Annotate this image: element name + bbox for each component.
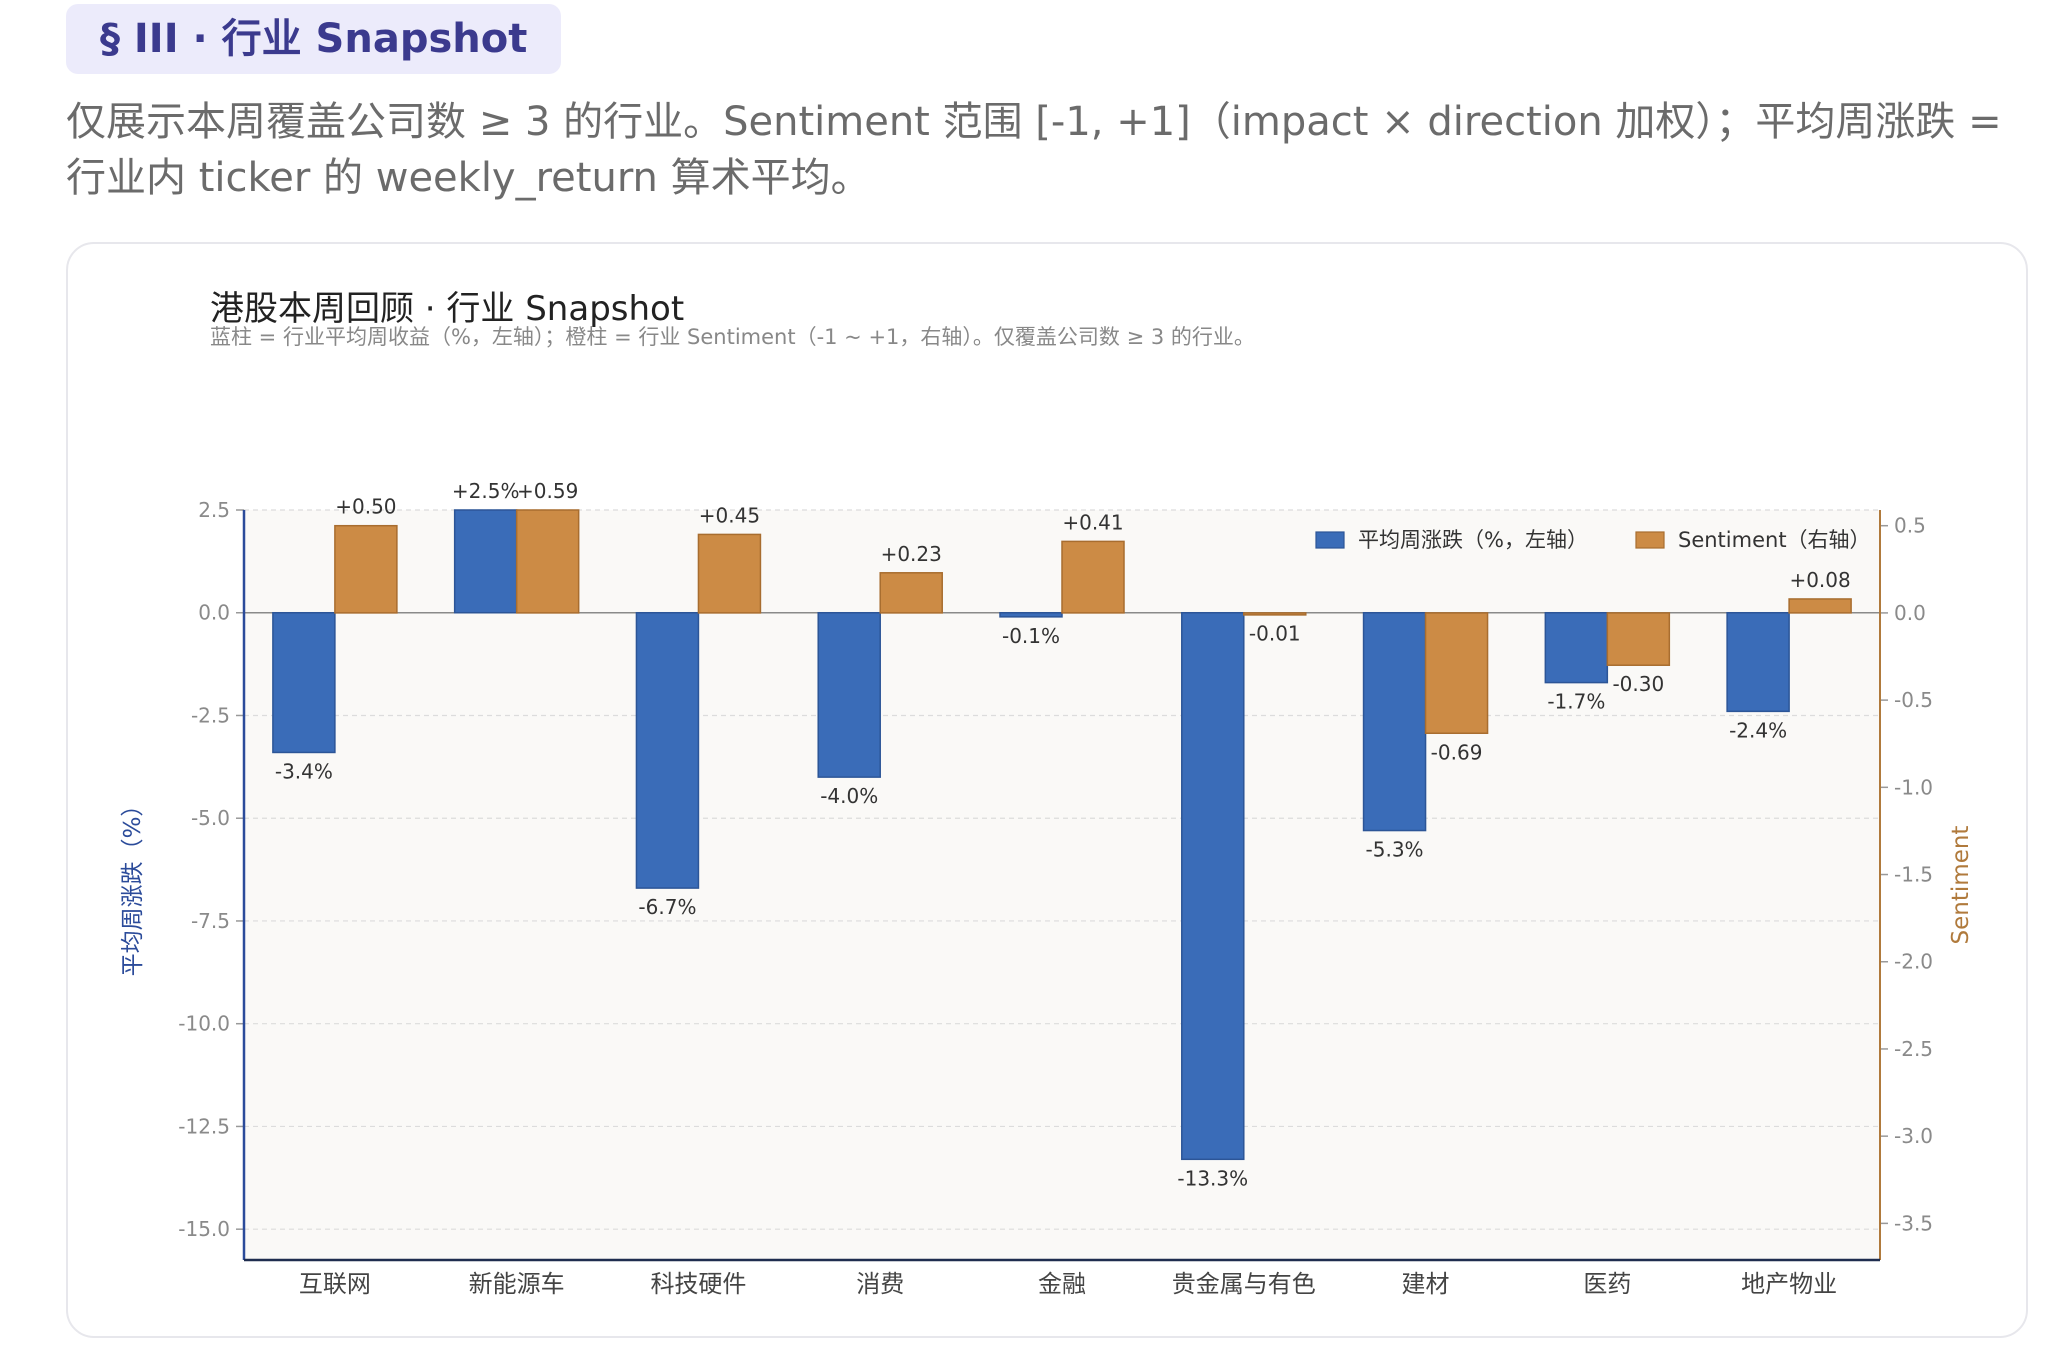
bar-return-label: +2.5%: [452, 479, 520, 503]
x-tick-label: 地产物业: [1741, 1270, 1837, 1298]
bar-return: [453, 509, 518, 614]
bar-sentiment-label: -0.30: [1612, 672, 1664, 696]
x-tick-label: 建材: [1402, 1270, 1450, 1298]
bar-return-label: -13.3%: [1177, 1166, 1248, 1190]
bar-return: [272, 611, 336, 754]
legend-swatch-sentiment: [1635, 531, 1665, 549]
bar-sentiment: [515, 509, 580, 614]
right-axis-tick-label: 0.0: [1894, 601, 1926, 625]
bar-sentiment: [1788, 598, 1852, 614]
bar-return: [1362, 611, 1427, 832]
legend-label-return: 平均周涨跌（%，左轴）: [1358, 528, 1588, 552]
chart-title: 港股本周回顾 · 行业 Snapshot: [210, 289, 684, 329]
bar-return-label: -6.7%: [638, 895, 696, 919]
bar-sentiment-label: +0.59: [517, 479, 578, 503]
right-axis-tick-label: -2.0: [1894, 950, 1933, 974]
right-axis-tick-label: -1.0: [1894, 775, 1933, 799]
right-axis-tick-label: -3.0: [1894, 1124, 1933, 1148]
chart-card: 港股本周回顾 · 行业 Snapshot 蓝柱 = 行业平均周收益（%，左轴）；…: [66, 242, 2028, 1338]
x-tick-label: 贵金属与有色: [1172, 1270, 1316, 1298]
left-axis-tick-label: -12.5: [178, 1114, 230, 1138]
bar-return: [999, 611, 1063, 618]
left-axis-tick-label: 0.0: [198, 601, 230, 625]
right-axis-tick-label: -1.5: [1894, 863, 1933, 887]
left-axis-tick-label: -10.0: [178, 1012, 230, 1036]
right-axis-title: Sentiment: [1948, 826, 1974, 945]
bar-sentiment-label: +0.45: [699, 503, 760, 527]
bar-sentiment: [334, 524, 398, 614]
chart-subtitle: 蓝柱 = 行业平均周收益（%，左轴）；橙柱 = 行业 Sentiment（-1 …: [210, 325, 1255, 349]
bar-sentiment: [1243, 612, 1307, 616]
left-axis-tick-label: -15.0: [178, 1217, 230, 1241]
bar-sentiment-label: +0.50: [335, 495, 396, 519]
bar-return: [635, 611, 700, 889]
bar-return-label: -4.0%: [820, 784, 878, 808]
left-axis-tick-label: -7.5: [191, 909, 230, 933]
x-tick-label: 新能源车: [469, 1270, 565, 1298]
bar-return-label: -0.1%: [1002, 624, 1060, 648]
chart-svg: 港股本周回顾 · 行业 Snapshot 蓝柱 = 行业平均周收益（%，左轴）；…: [120, 289, 1974, 1298]
section-intro: 仅展示本周覆盖公司数 ≥ 3 的行业。Sentiment 范围 [-1, +1]…: [66, 99, 2002, 201]
x-tick-label: 消费: [856, 1270, 904, 1298]
legend-swatch-return: [1315, 531, 1345, 549]
bar-sentiment: [697, 533, 762, 614]
bar-return: [817, 611, 881, 778]
bar-sentiment: [1424, 612, 1489, 735]
bar-sentiment-label: -0.01: [1249, 622, 1301, 646]
left-axis-tick-label: 2.5: [198, 498, 230, 522]
left-axis-tick-label: -5.0: [191, 806, 230, 830]
right-axis-tick-label: 0.5: [1894, 514, 1926, 538]
bar-return-label: -2.4%: [1729, 718, 1787, 742]
x-tick-label: 互联网: [299, 1270, 371, 1298]
left-axis-tick-label: -2.5: [191, 703, 230, 727]
bar-sentiment: [1606, 612, 1671, 666]
x-tick-label: 金融: [1038, 1270, 1086, 1298]
right-axis-tick-label: -3.5: [1894, 1211, 1933, 1235]
bar-return-label: -5.3%: [1366, 838, 1424, 862]
right-axis-tick-label: -0.5: [1894, 688, 1933, 712]
bar-sentiment-label: -0.69: [1431, 740, 1483, 764]
bar-return-label: -1.7%: [1547, 690, 1605, 714]
right-axis-tick-label: -2.5: [1894, 1037, 1933, 1061]
bar-sentiment-label: +0.23: [881, 542, 942, 566]
section-tag: § III · 行业 Snapshot: [66, 4, 562, 74]
x-tick-label: 科技硬件: [650, 1270, 746, 1298]
bar-return: [1726, 611, 1790, 713]
bar-sentiment: [1061, 540, 1125, 614]
bar-sentiment-label: +0.41: [1062, 510, 1123, 534]
left-axis-title: 平均周涨跌（%）: [120, 794, 146, 977]
x-tick-label: 医药: [1583, 1270, 1631, 1298]
bar-sentiment: [879, 572, 943, 614]
legend-label-sentiment: Sentiment（右轴）: [1678, 528, 1871, 552]
bar-return: [1544, 611, 1609, 684]
bar-sentiment-label: +0.08: [1789, 568, 1850, 592]
bar-return: [1181, 611, 1245, 1161]
bar-return-label: -3.4%: [275, 759, 333, 783]
